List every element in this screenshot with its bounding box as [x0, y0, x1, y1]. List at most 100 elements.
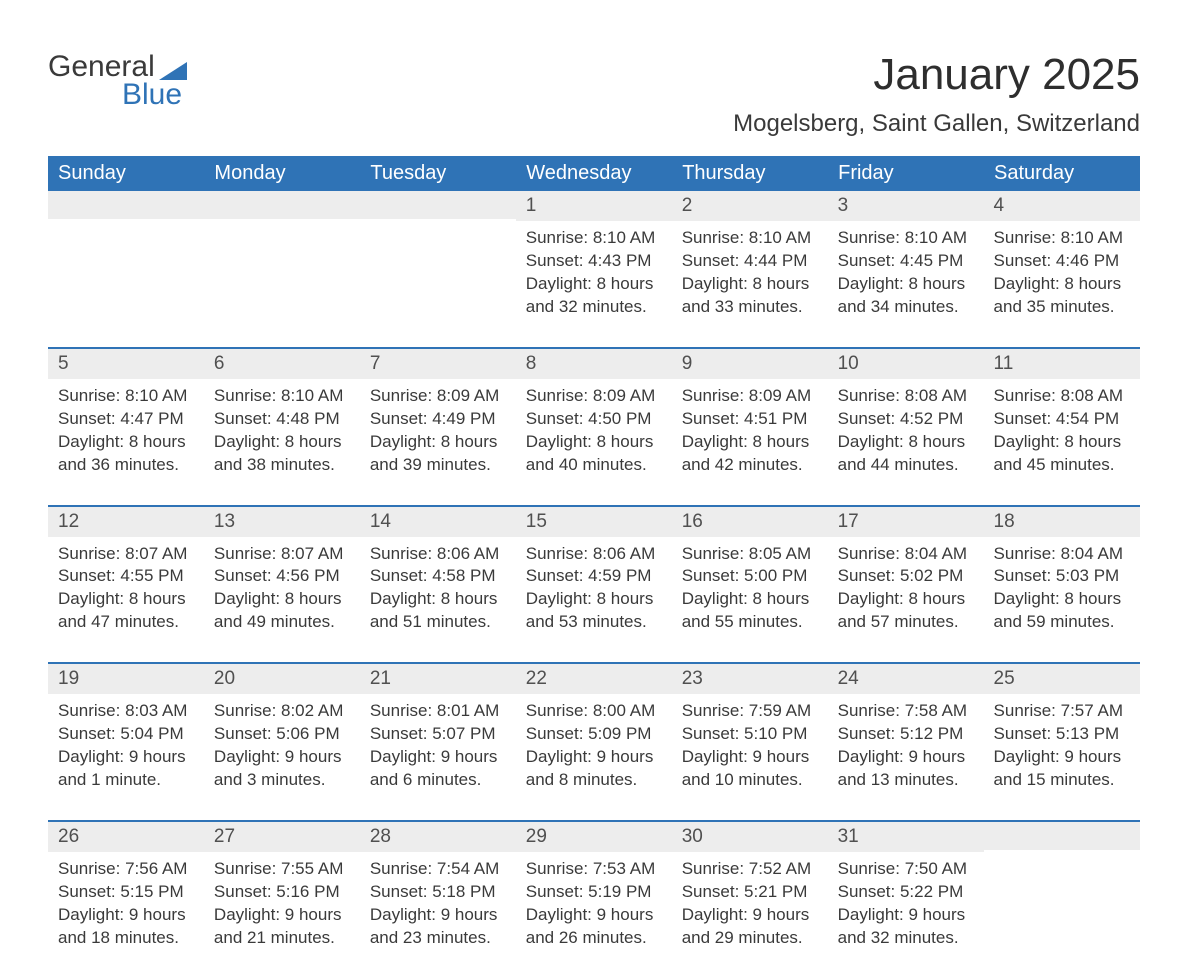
logo-word-blue: Blue — [122, 78, 182, 112]
header: General Blue January 2025 Mogelsberg, Sa… — [48, 50, 1140, 138]
sunrise-text: Sunrise: 8:06 AM — [526, 543, 662, 566]
day-number: 20 — [204, 664, 360, 694]
month-title: January 2025 — [733, 50, 1140, 100]
daylight-text: Daylight: 9 hours and 21 minutes. — [214, 904, 350, 950]
sunset-text: Sunset: 4:47 PM — [58, 408, 194, 431]
daylight-text: Daylight: 9 hours and 3 minutes. — [214, 746, 350, 792]
day-number: 29 — [516, 822, 672, 852]
day-number: 27 — [204, 822, 360, 852]
day-number: 9 — [672, 349, 828, 379]
daylight-text: Daylight: 8 hours and 34 minutes. — [838, 273, 974, 319]
day-number: 16 — [672, 507, 828, 537]
logo: General Blue — [48, 50, 187, 112]
day-cell: Sunrise: 7:57 AMSunset: 5:13 PMDaylight:… — [984, 694, 1140, 820]
calendar-table: SundayMondayTuesdayWednesdayThursdayFrid… — [48, 156, 1140, 978]
day-number: 22 — [516, 664, 672, 694]
day-number: 11 — [984, 349, 1140, 379]
day-number: 26 — [48, 822, 204, 852]
sunrise-text: Sunrise: 7:55 AM — [214, 858, 350, 881]
sunset-text: Sunset: 5:02 PM — [838, 565, 974, 588]
day-cell: Sunrise: 8:05 AMSunset: 5:00 PMDaylight:… — [672, 537, 828, 663]
day-number — [48, 191, 204, 219]
title-block: January 2025 Mogelsberg, Saint Gallen, S… — [733, 50, 1140, 138]
sunset-text: Sunset: 4:59 PM — [526, 565, 662, 588]
daylight-text: Daylight: 9 hours and 29 minutes. — [682, 904, 818, 950]
sunrise-text: Sunrise: 8:10 AM — [214, 385, 350, 408]
calendar-header-row: SundayMondayTuesdayWednesdayThursdayFrid… — [48, 156, 1140, 191]
sunset-text: Sunset: 5:10 PM — [682, 723, 818, 746]
day-cell: Sunrise: 8:00 AMSunset: 5:09 PMDaylight:… — [516, 694, 672, 820]
day-number: 31 — [828, 822, 984, 852]
day-number: 17 — [828, 507, 984, 537]
sunrise-text: Sunrise: 8:08 AM — [994, 385, 1130, 408]
day-cell: Sunrise: 7:59 AMSunset: 5:10 PMDaylight:… — [672, 694, 828, 820]
daylight-text: Daylight: 8 hours and 33 minutes. — [682, 273, 818, 319]
day-cell — [360, 221, 516, 341]
sunrise-text: Sunrise: 7:59 AM — [682, 700, 818, 723]
sunset-text: Sunset: 5:03 PM — [994, 565, 1130, 588]
day-cell: Sunrise: 7:50 AMSunset: 5:22 PMDaylight:… — [828, 852, 984, 978]
day-number: 18 — [984, 507, 1140, 537]
sunset-text: Sunset: 4:46 PM — [994, 250, 1130, 273]
day-number: 23 — [672, 664, 828, 694]
day-number: 25 — [984, 664, 1140, 694]
sunrise-text: Sunrise: 8:04 AM — [838, 543, 974, 566]
sunrise-text: Sunrise: 7:58 AM — [838, 700, 974, 723]
day-number: 10 — [828, 349, 984, 379]
day-cell: Sunrise: 8:07 AMSunset: 4:56 PMDaylight:… — [204, 537, 360, 663]
day-cell: Sunrise: 8:06 AMSunset: 4:59 PMDaylight:… — [516, 537, 672, 663]
day-cell: Sunrise: 8:09 AMSunset: 4:51 PMDaylight:… — [672, 379, 828, 505]
daylight-text: Daylight: 8 hours and 53 minutes. — [526, 588, 662, 634]
day-cell: Sunrise: 7:54 AMSunset: 5:18 PMDaylight:… — [360, 852, 516, 978]
sunset-text: Sunset: 5:19 PM — [526, 881, 662, 904]
sunrise-text: Sunrise: 7:57 AM — [994, 700, 1130, 723]
daylight-text: Daylight: 9 hours and 10 minutes. — [682, 746, 818, 792]
sunrise-text: Sunrise: 7:52 AM — [682, 858, 818, 881]
sunrise-text: Sunrise: 8:01 AM — [370, 700, 506, 723]
daylight-text: Daylight: 8 hours and 44 minutes. — [838, 431, 974, 477]
day-number: 21 — [360, 664, 516, 694]
sunset-text: Sunset: 4:44 PM — [682, 250, 818, 273]
daylight-text: Daylight: 8 hours and 36 minutes. — [58, 431, 194, 477]
day-number — [984, 822, 1140, 850]
day-number: 1 — [516, 191, 672, 221]
day-cell — [984, 852, 1140, 972]
sunrise-text: Sunrise: 8:03 AM — [58, 700, 194, 723]
daylight-text: Daylight: 8 hours and 51 minutes. — [370, 588, 506, 634]
day-number: 5 — [48, 349, 204, 379]
sunset-text: Sunset: 4:54 PM — [994, 408, 1130, 431]
day-cell: Sunrise: 8:02 AMSunset: 5:06 PMDaylight:… — [204, 694, 360, 820]
daylight-text: Daylight: 8 hours and 57 minutes. — [838, 588, 974, 634]
day-number — [360, 191, 516, 219]
day-number: 3 — [828, 191, 984, 221]
day-number: 6 — [204, 349, 360, 379]
weekday-header: Sunday — [48, 156, 204, 191]
sunset-text: Sunset: 4:58 PM — [370, 565, 506, 588]
sunset-text: Sunset: 5:12 PM — [838, 723, 974, 746]
sunrise-text: Sunrise: 8:04 AM — [994, 543, 1130, 566]
day-cell: Sunrise: 8:09 AMSunset: 4:50 PMDaylight:… — [516, 379, 672, 505]
sunrise-text: Sunrise: 7:50 AM — [838, 858, 974, 881]
sunrise-text: Sunrise: 8:10 AM — [526, 227, 662, 250]
day-cell: Sunrise: 8:09 AMSunset: 4:49 PMDaylight:… — [360, 379, 516, 505]
day-cell: Sunrise: 7:55 AMSunset: 5:16 PMDaylight:… — [204, 852, 360, 978]
daylight-text: Daylight: 9 hours and 13 minutes. — [838, 746, 974, 792]
sunrise-text: Sunrise: 8:07 AM — [214, 543, 350, 566]
sunset-text: Sunset: 5:07 PM — [370, 723, 506, 746]
daylight-text: Daylight: 8 hours and 35 minutes. — [994, 273, 1130, 319]
day-number — [204, 191, 360, 219]
sunset-text: Sunset: 4:45 PM — [838, 250, 974, 273]
daylight-text: Daylight: 8 hours and 47 minutes. — [58, 588, 194, 634]
daylight-text: Daylight: 8 hours and 40 minutes. — [526, 431, 662, 477]
sunset-text: Sunset: 4:43 PM — [526, 250, 662, 273]
day-number: 2 — [672, 191, 828, 221]
daylight-text: Daylight: 8 hours and 39 minutes. — [370, 431, 506, 477]
day-cell: Sunrise: 8:04 AMSunset: 5:03 PMDaylight:… — [984, 537, 1140, 663]
sunset-text: Sunset: 5:13 PM — [994, 723, 1130, 746]
daylight-text: Daylight: 9 hours and 8 minutes. — [526, 746, 662, 792]
day-cell: Sunrise: 8:10 AMSunset: 4:44 PMDaylight:… — [672, 221, 828, 347]
sunrise-text: Sunrise: 8:09 AM — [682, 385, 818, 408]
sunset-text: Sunset: 5:15 PM — [58, 881, 194, 904]
sunset-text: Sunset: 5:18 PM — [370, 881, 506, 904]
sunrise-text: Sunrise: 8:09 AM — [526, 385, 662, 408]
